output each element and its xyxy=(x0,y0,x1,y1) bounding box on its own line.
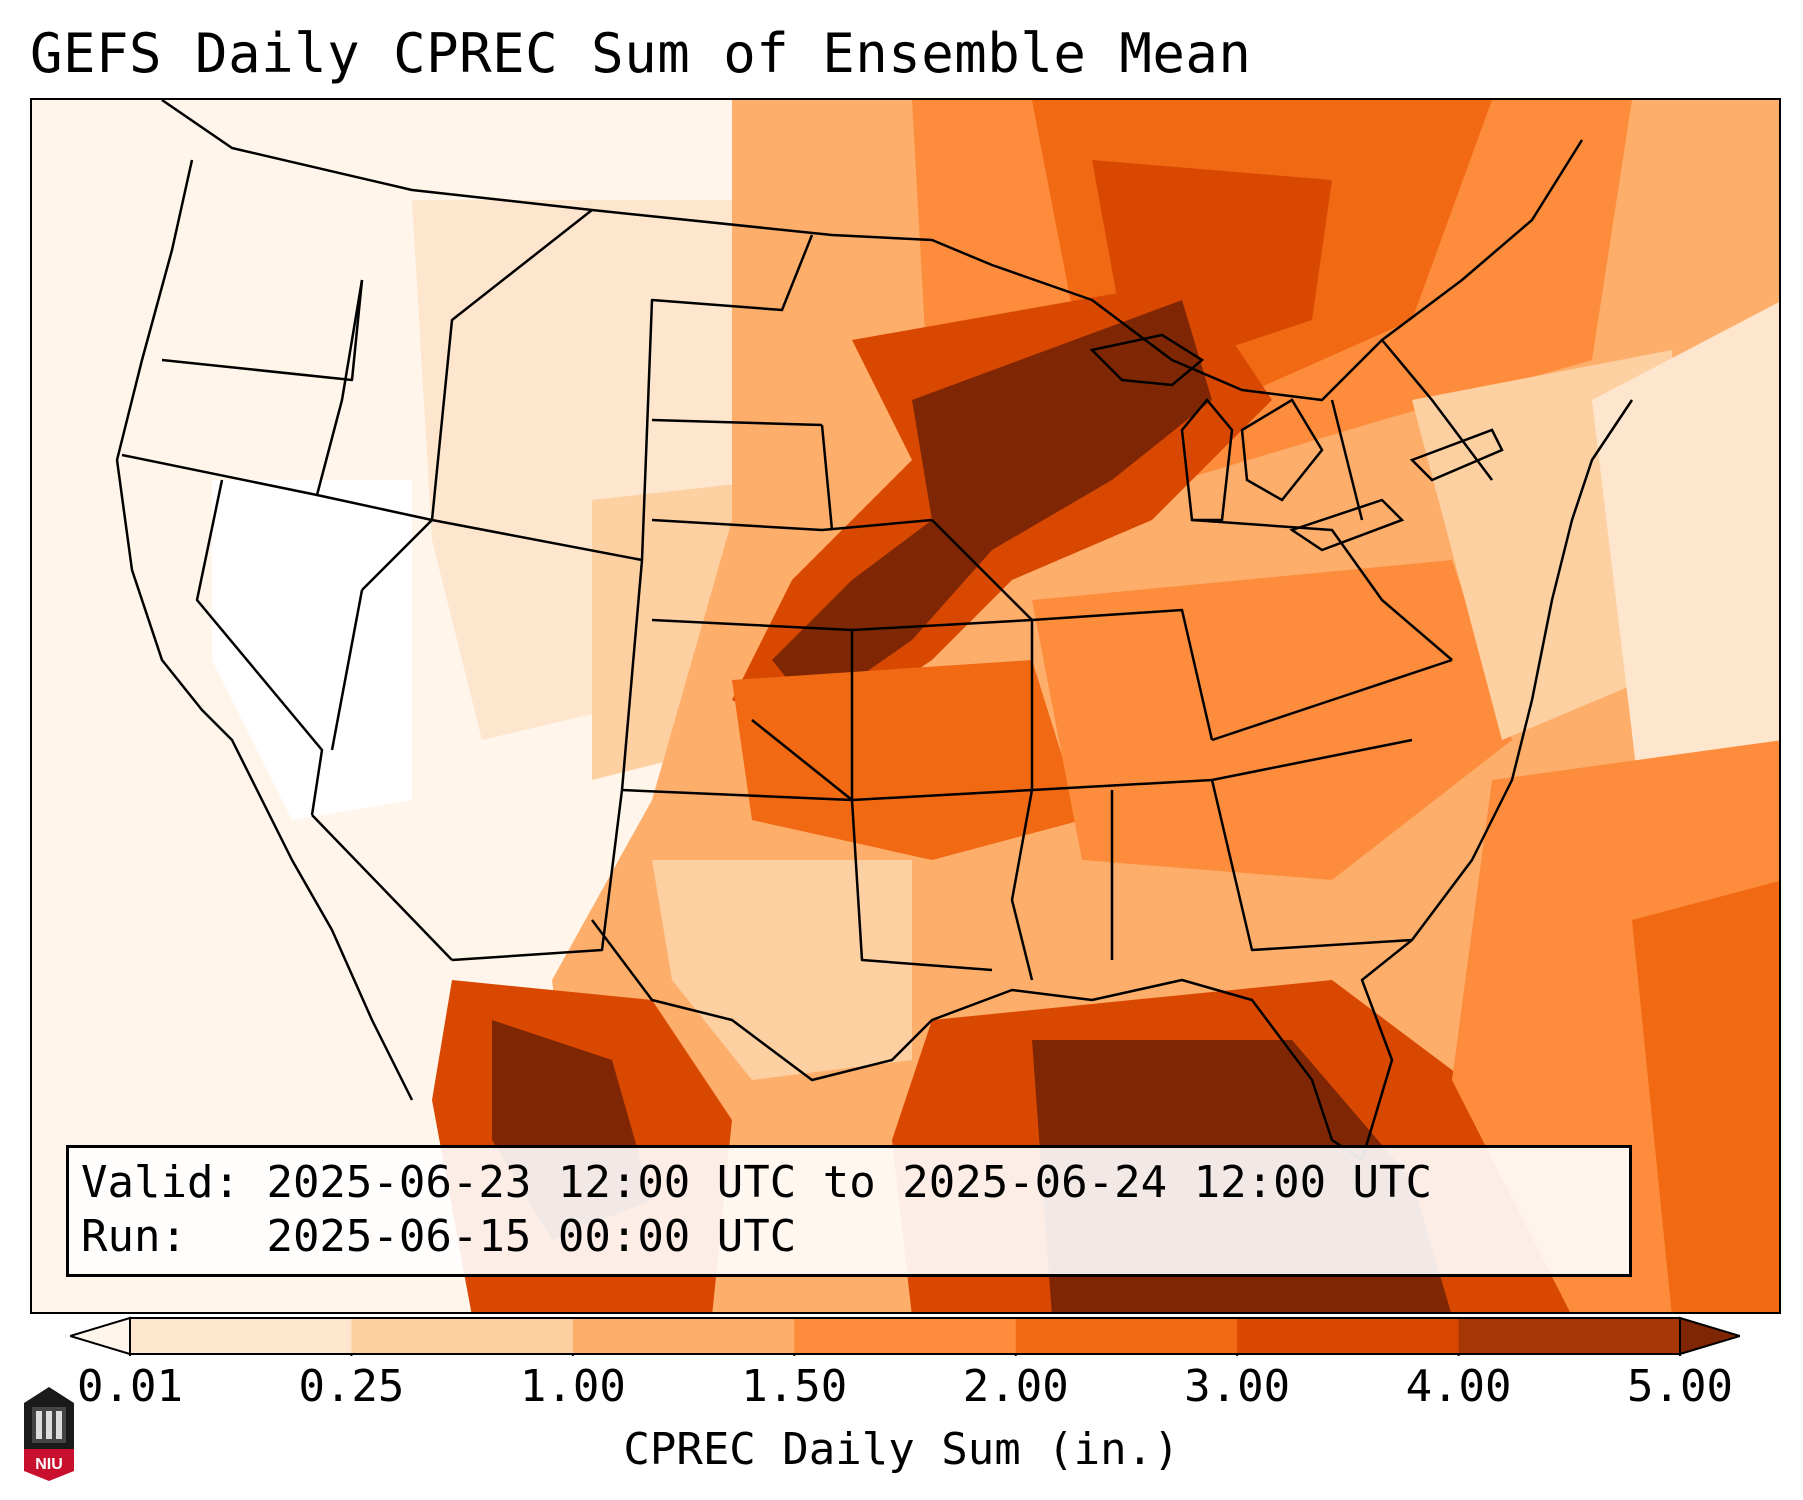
colorbar-tick-label: 4.00 xyxy=(1405,1361,1512,1412)
colorbar-tick-label: 1.50 xyxy=(741,1361,848,1412)
valid-value: 2025-06-23 12:00 UTC to 2025-06-24 12:00… xyxy=(266,1157,1433,1208)
map-canvas xyxy=(32,100,1779,1312)
colorbar-tick-label: 1.00 xyxy=(519,1361,626,1412)
colorbar-tick-label: 0.25 xyxy=(298,1361,405,1412)
colorbar-frame xyxy=(129,1317,1681,1355)
valid-label: Valid: xyxy=(81,1157,240,1208)
colorbar-segment xyxy=(572,1318,795,1354)
colorbar-segment xyxy=(1458,1318,1681,1354)
run-value: 2025-06-15 00:00 UTC xyxy=(266,1211,797,1262)
colorbar-tick-label: 3.00 xyxy=(1184,1361,1291,1412)
colorbar xyxy=(66,1316,1744,1356)
colorbar-svg xyxy=(66,1316,1744,1356)
state-borders xyxy=(115,100,1634,1162)
logo-text: NIU xyxy=(35,1456,63,1473)
colorbar-segment xyxy=(1237,1318,1460,1354)
colorbar-under-triangle xyxy=(66,1316,131,1356)
colorbar-segment xyxy=(130,1318,352,1354)
map-title: GEFS Daily CPREC Sum of Ensemble Mean xyxy=(30,22,1252,85)
niu-logo: NIU xyxy=(24,1387,74,1481)
colorbar-tick-label: 5.00 xyxy=(1627,1361,1733,1412)
colorbar-segment xyxy=(794,1318,1017,1354)
colorbar-segment xyxy=(351,1318,574,1354)
great-lakes xyxy=(1089,333,1504,552)
colorbar-label: CPREC Daily Sum (in.) xyxy=(623,1424,1180,1475)
colorbar-tick-label: 2.00 xyxy=(962,1361,1069,1412)
valid-time-box: Valid: 2025-06-23 12:00 UTC to 2025-06-2… xyxy=(66,1145,1632,1277)
colorbar-over-triangle xyxy=(1679,1316,1744,1356)
run-label: Run: xyxy=(81,1211,187,1262)
colorbar-tick-label: 0.01 xyxy=(77,1361,183,1412)
precip-map xyxy=(30,98,1781,1314)
colorbar-segment xyxy=(1015,1318,1238,1354)
